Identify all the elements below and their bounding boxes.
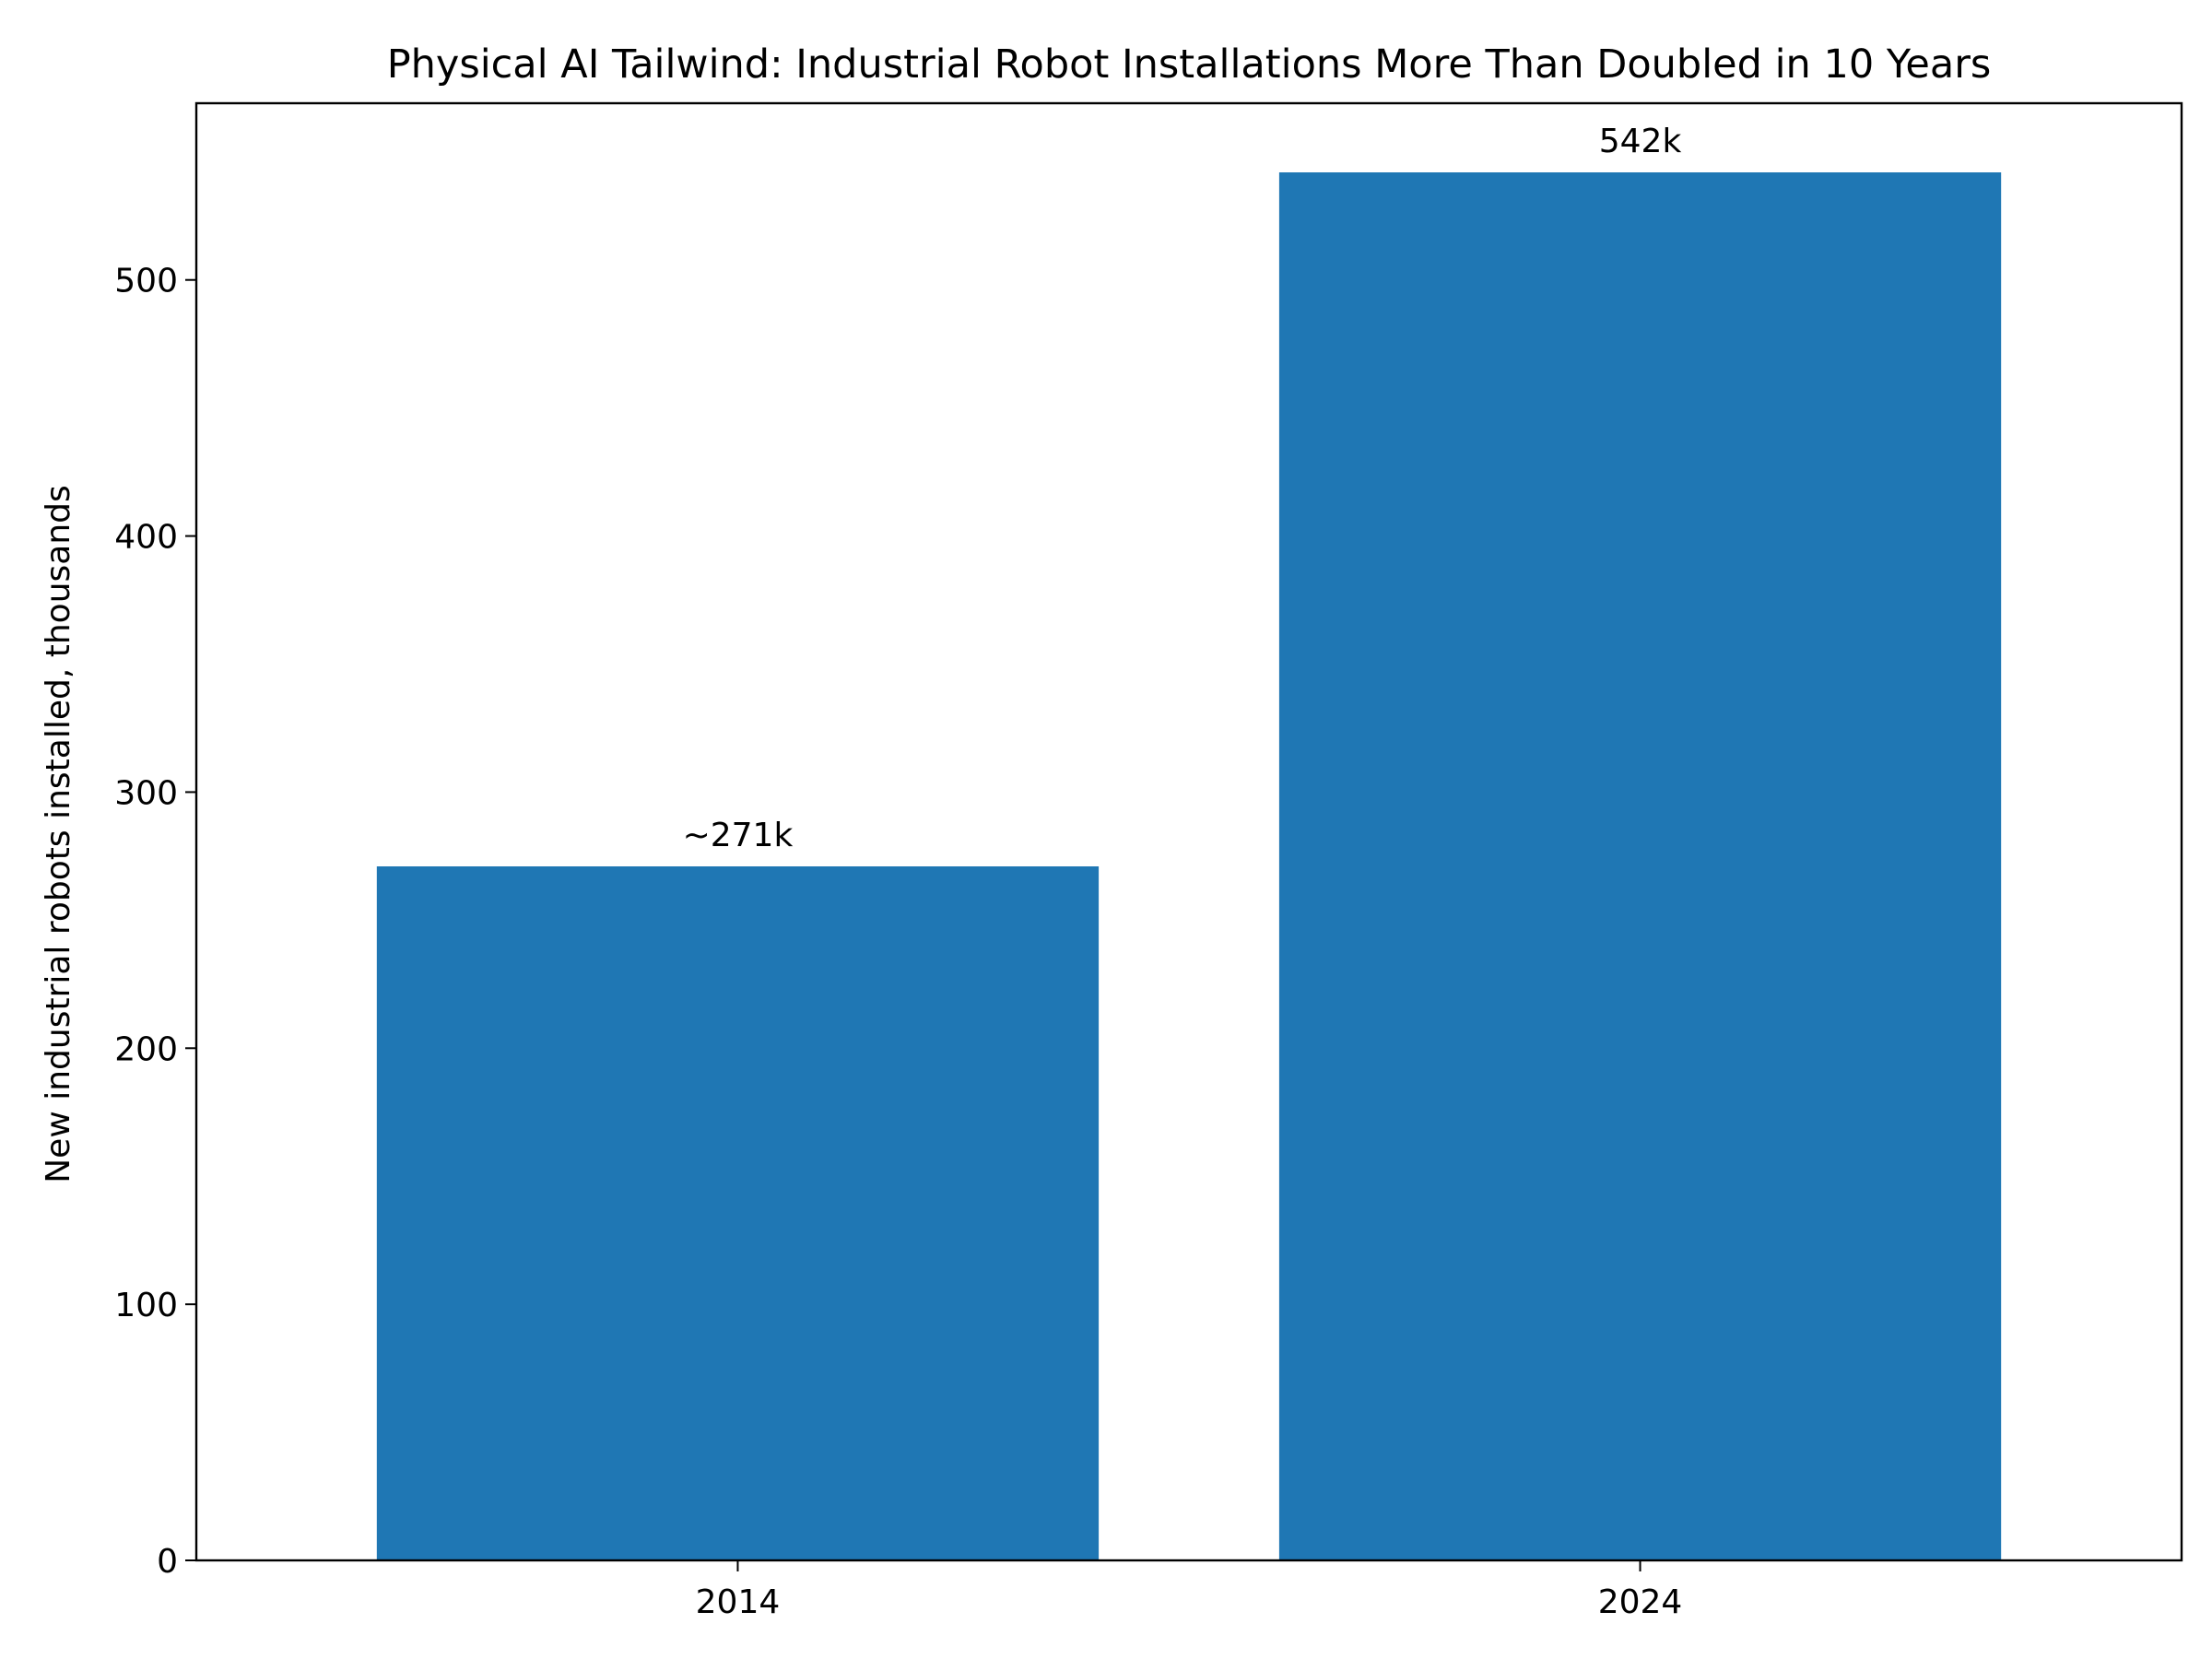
data-labels-layer: ~271k 542k xyxy=(683,123,1682,854)
y-axis-ticks: 0 100 200 300 400 500 xyxy=(114,263,196,1581)
bars-layer xyxy=(376,172,2002,1560)
y-tick-label-200: 200 xyxy=(114,1030,178,1068)
x-axis-ticks: 2014 2024 xyxy=(696,1560,1683,1621)
x-tick-label-2014: 2014 xyxy=(696,1583,781,1621)
plot-frame xyxy=(194,101,2183,1562)
data-label-2024: 542k xyxy=(1599,123,1682,160)
y-tick-label-300: 300 xyxy=(114,774,178,812)
y-tick-label-100: 100 xyxy=(114,1287,178,1324)
y-tick-label-0: 0 xyxy=(157,1543,178,1581)
chart-title: Physical AI Tailwind: Industrial Robot I… xyxy=(387,41,1992,88)
y-tick-label-400: 400 xyxy=(114,519,178,557)
data-label-2014: ~271k xyxy=(683,817,794,854)
y-axis-label: New industrial robots installed, thousan… xyxy=(40,485,77,1183)
bar-2014 xyxy=(376,866,1100,1560)
bar-2024 xyxy=(1278,172,2002,1560)
y-tick-label-500: 500 xyxy=(114,263,178,300)
x-tick-label-2024: 2024 xyxy=(1598,1583,1683,1621)
